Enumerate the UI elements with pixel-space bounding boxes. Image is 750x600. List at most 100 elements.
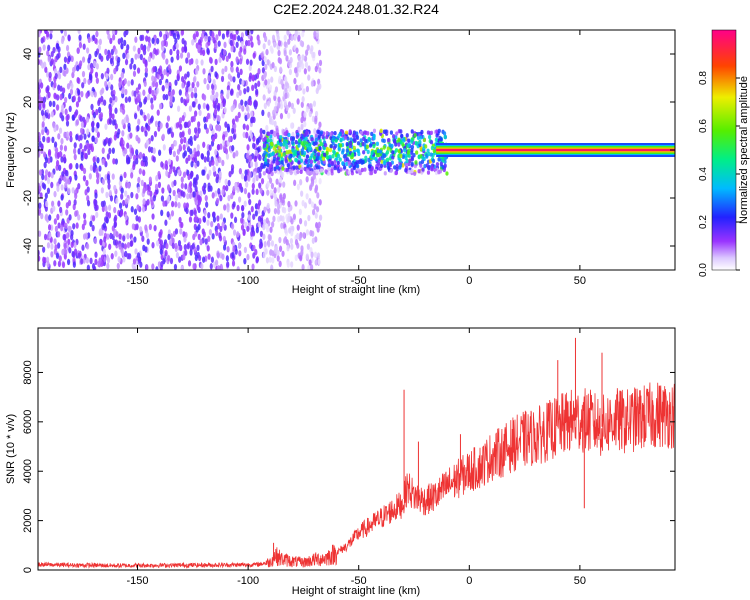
heatmap-cell (86, 264, 90, 270)
heatmap-cell (121, 130, 125, 137)
heatmap-cell (293, 179, 297, 187)
heatmap-cell (95, 204, 99, 211)
heatmap-cell (147, 125, 151, 132)
heatmap-cell (90, 103, 94, 111)
heatmap-cell (301, 96, 305, 103)
heatmap-cell (48, 214, 52, 221)
heatmap-cell (254, 161, 258, 168)
heatmap-cell (63, 56, 68, 63)
heatmap-cell (267, 233, 271, 241)
heatmap-cell (224, 65, 228, 73)
heatmap-cell (97, 99, 101, 107)
heatmap-cell (441, 165, 445, 170)
heatmap-cell (140, 179, 144, 187)
heatmap-cell (186, 81, 190, 88)
heatmap-cell (113, 67, 117, 75)
heatmap-cell (235, 56, 239, 63)
heatmap-cell (154, 183, 159, 191)
heatmap-cell (255, 188, 259, 196)
heatmap-cell (255, 174, 259, 182)
y-tick-label: 2000 (22, 508, 34, 532)
heatmap-cell (147, 93, 151, 101)
heatmap-cell (168, 127, 172, 134)
heatmap-cell (349, 137, 353, 142)
heatmap-cell (77, 214, 81, 221)
heatmap-cell (144, 96, 148, 103)
heatmap-cell (313, 128, 317, 135)
heatmap-cell (289, 237, 294, 245)
heatmap-cell (318, 121, 322, 128)
heatmap-cell (253, 99, 258, 106)
heatmap-cell (134, 112, 138, 120)
heatmap-cell (265, 124, 269, 132)
heatmap-cell (38, 169, 43, 176)
heatmap-cell (297, 34, 301, 42)
heatmap-cell (82, 167, 87, 175)
heatmap-cell (197, 44, 201, 51)
heatmap-cell (345, 157, 349, 162)
heatmap-cell (276, 255, 280, 262)
heatmap-cell (98, 228, 103, 235)
heatmap-cell (174, 201, 178, 208)
heatmap-cell (180, 75, 185, 83)
heatmap-cell (189, 135, 193, 143)
heatmap-cell (436, 148, 675, 152)
heatmap-cell (290, 102, 294, 110)
heatmap-cell (277, 148, 282, 154)
heatmap-cell (240, 217, 244, 224)
heatmap-cell (208, 144, 212, 151)
heatmap-cell (216, 105, 221, 112)
heatmap-cell (126, 142, 130, 149)
heatmap-cell (419, 145, 423, 151)
heatmap-cell (57, 200, 61, 207)
heatmap-cell (325, 131, 329, 136)
heatmap-cell (251, 74, 255, 81)
heatmap-cell (300, 141, 304, 146)
heatmap-cell (73, 241, 77, 249)
heatmap-cell (202, 49, 206, 57)
heatmap-cell (125, 157, 130, 164)
heatmap-cell (254, 149, 258, 157)
heatmap-cell (114, 48, 118, 55)
heatmap-cell (180, 30, 185, 36)
heatmap-cell (196, 160, 200, 167)
heatmap-cell (44, 169, 49, 176)
heatmap-cell (112, 94, 116, 101)
heatmap-cell (306, 169, 310, 175)
heatmap-cell (64, 222, 68, 230)
heatmap-cell (278, 236, 282, 244)
heatmap-cell (82, 43, 86, 50)
heatmap-cell (60, 184, 64, 191)
heatmap-cell (334, 138, 338, 143)
heatmap-cell (82, 257, 86, 264)
heatmap-cell (225, 55, 229, 62)
heatmap-cell (372, 136, 376, 141)
heatmap-cell (370, 131, 374, 137)
heatmap-cell (207, 212, 211, 219)
heatmap-cell (257, 215, 262, 223)
heatmap-cell (221, 253, 225, 260)
heatmap-cell (53, 190, 57, 198)
heatmap-cell (407, 169, 411, 175)
heatmap-cell (238, 182, 243, 190)
snr-y-label: SNR (10 * v/v) (5, 414, 17, 484)
heatmap-cell (136, 204, 140, 211)
heatmap-cell (104, 205, 108, 212)
heatmap-cell (316, 129, 320, 134)
heatmap-cell (74, 174, 78, 181)
heatmap-cell (44, 192, 48, 199)
heatmap-cell (38, 93, 41, 100)
heatmap-cell (46, 242, 51, 249)
heatmap-cell (311, 237, 315, 244)
heatmap-cell (146, 113, 150, 120)
heatmap-cell (195, 68, 199, 75)
heatmap-cell (152, 65, 156, 73)
heatmap-cell (178, 65, 183, 72)
heatmap-cell (66, 178, 71, 185)
heatmap-cell (286, 30, 290, 36)
heatmap-cell (248, 171, 252, 178)
heatmap-cell (304, 158, 308, 163)
heatmap-cell (264, 79, 268, 86)
heatmap-cell (125, 219, 129, 226)
heatmap-cell (234, 182, 238, 189)
